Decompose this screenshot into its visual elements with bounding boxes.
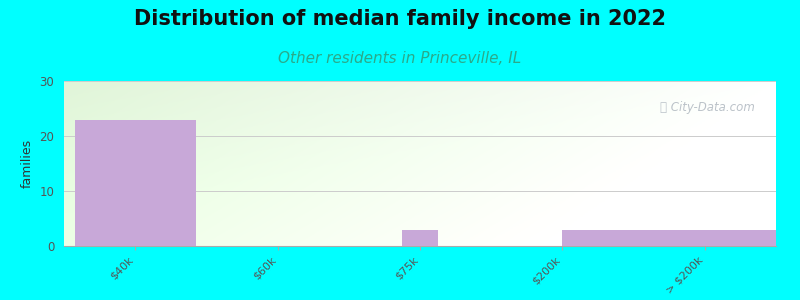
Text: Distribution of median family income in 2022: Distribution of median family income in …	[134, 9, 666, 29]
Bar	[74, 119, 196, 246]
Text: ⓘ City-Data.com: ⓘ City-Data.com	[660, 101, 754, 114]
Bar	[562, 230, 776, 246]
Y-axis label: families: families	[21, 139, 34, 188]
Text: Other residents in Princeville, IL: Other residents in Princeville, IL	[278, 51, 522, 66]
Bar	[402, 230, 438, 246]
